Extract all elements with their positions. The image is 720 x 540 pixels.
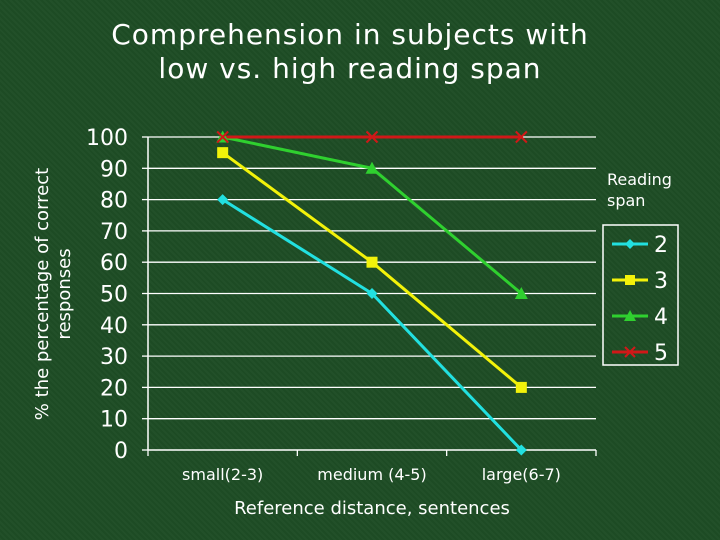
- legend: 2 3 4 5: [602, 224, 679, 366]
- axes: [142, 136, 597, 456]
- y-axis-title-line-1: % the percentage of correct: [32, 168, 53, 420]
- marker-x-stroke: [365, 130, 379, 144]
- series-line-4: [222, 135, 523, 295]
- series-line-3: [221, 151, 523, 389]
- marker-square: [217, 147, 229, 159]
- marker-x: [365, 130, 379, 144]
- legend-label: 2: [654, 233, 668, 258]
- x-tick-label: small(2-3): [182, 465, 263, 484]
- y-tick-label: 60: [100, 251, 128, 276]
- legend-label: 3: [654, 269, 668, 294]
- y-tick-label: 0: [114, 439, 128, 464]
- marker-x: [216, 130, 229, 144]
- marker-x: [624, 346, 636, 358]
- marker-square: [366, 256, 378, 268]
- marker-x-stroke: [216, 130, 229, 144]
- y-tick-label: 90: [100, 157, 128, 182]
- chart-title-line-2: low vs. high reading span: [158, 52, 542, 85]
- legend-title-line-2: span: [607, 191, 645, 210]
- x-tick-labels: small(2-3) medium (4-5) large(6-7): [182, 465, 561, 484]
- marker-x-stroke: [624, 346, 636, 358]
- marker-triangle: [624, 310, 636, 321]
- marker-triangle: [514, 287, 528, 299]
- y-tick-label: 40: [100, 314, 128, 339]
- marker-square: [515, 381, 527, 393]
- gridlines: [148, 136, 596, 420]
- y-tick-label: 50: [100, 283, 128, 308]
- y-axis-title-line-2: responses: [54, 248, 75, 339]
- y-tick-label: 80: [100, 189, 128, 214]
- legend-label: 4: [654, 305, 668, 330]
- marker-square: [625, 275, 635, 285]
- marker-diamond: [366, 288, 378, 299]
- legend-label: 5: [654, 341, 668, 366]
- marker-x: [515, 130, 528, 144]
- series-markers: [216, 130, 528, 456]
- marker-x-stroke: [515, 130, 528, 144]
- legend-title-line-1: Reading: [607, 170, 672, 189]
- x-axis-title: Reference distance, sentences: [234, 498, 510, 519]
- marker-triangle: [365, 161, 379, 174]
- y-tick-label: 30: [100, 345, 128, 370]
- x-tick-label: large(6-7): [482, 465, 561, 484]
- y-tick-label: 20: [100, 376, 128, 401]
- legend-box: [602, 224, 679, 366]
- marker-diamond: [217, 194, 229, 206]
- chart-title: Comprehension in subjects with low vs. h…: [60, 18, 640, 86]
- y-tick-label: 100: [86, 126, 128, 151]
- y-tick-label: 10: [100, 408, 128, 433]
- y-tick-labels: 0 10 20 30 40 50 60 70 80 90 100: [86, 126, 128, 464]
- y-tick-label: 70: [100, 220, 128, 245]
- x-tick-label: medium (4-5): [317, 465, 426, 484]
- marker-diamond: [515, 444, 527, 456]
- chart-title-line-1: Comprehension in subjects with: [111, 18, 589, 51]
- marker-diamond: [625, 239, 635, 249]
